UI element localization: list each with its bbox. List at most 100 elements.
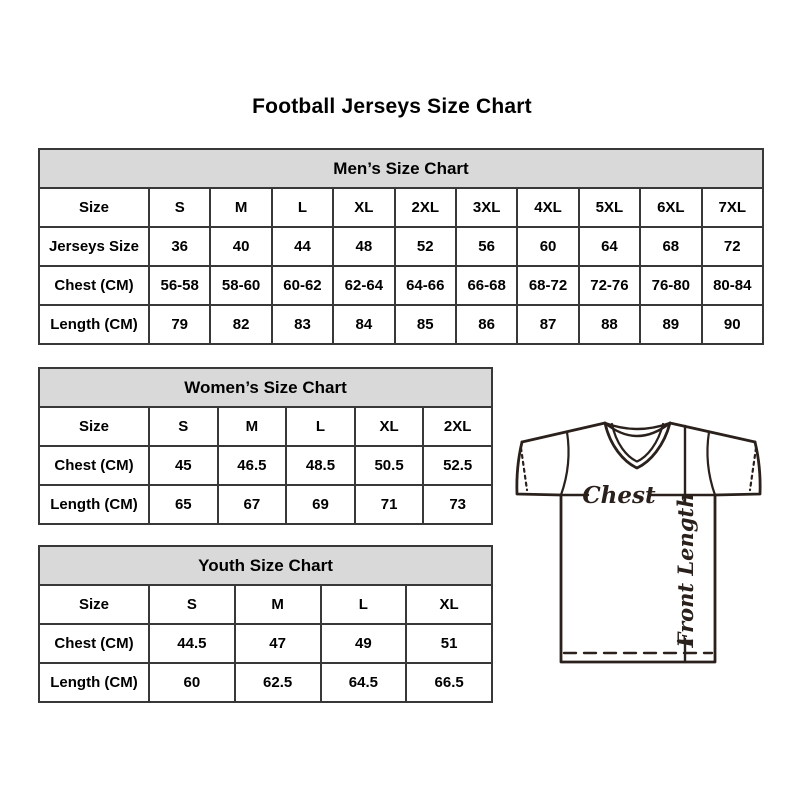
youth-table-row-1: Chest (CM) 44.5 47 49 51 — [38, 623, 493, 664]
youth-value-cell: L — [319, 584, 408, 625]
mens-value-cell: 62-64 — [332, 265, 396, 306]
womens-value-cell: L — [285, 406, 356, 447]
mens-value-cell: 64 — [577, 226, 642, 267]
womens-table-row-0: Size S M L XL 2XL — [38, 406, 493, 447]
jersey-left-cuff-dotted-line — [519, 446, 529, 492]
womens-value-cell: 48.5 — [285, 445, 356, 486]
mens-table-row-2: Chest (CM) 56-58 58-60 60-62 62-64 64-66 66-68… — [38, 265, 765, 306]
youth-value-cell: 49 — [319, 623, 408, 664]
mens-value-cell: 68-72 — [516, 265, 580, 306]
youth-value-cell: 47 — [233, 623, 322, 664]
youth-value-cell: 62.5 — [233, 662, 322, 703]
mens-value-cell: 68 — [639, 226, 703, 267]
mens-value-cell: 85 — [393, 304, 457, 345]
womens-value-cell: 73 — [422, 484, 493, 525]
jersey-collar-back-curve-1 — [603, 421, 672, 431]
youth-table-row-0: Size S M L XL — [38, 584, 493, 625]
front-length-label: Front Length — [673, 493, 698, 649]
womens-value-cell: 2XL — [422, 406, 493, 447]
youth-value-cell: 44.5 — [148, 623, 236, 664]
mens-value-cell: 60 — [516, 226, 580, 267]
womens-row-label: Chest (CM) — [38, 445, 150, 486]
mens-value-cell: 90 — [700, 304, 765, 345]
youth-value-cell: XL — [405, 584, 493, 625]
youth-size-table: Youth Size Chart Size S M L XL Chest (CM) 44.5… — [38, 545, 493, 703]
mens-value-cell: 60-62 — [270, 265, 335, 306]
youth-value-cell: 60 — [148, 662, 236, 703]
mens-table-row-0: Size S M L XL 2XL 3XL 4XL 5XL 6XL 7XL — [38, 187, 765, 228]
mens-value-cell: XL — [332, 187, 396, 228]
womens-value-cell: 71 — [353, 484, 425, 525]
jersey-right-shoulder — [668, 421, 757, 444]
mens-value-cell: 82 — [209, 304, 273, 345]
youth-value-cell: 51 — [405, 623, 493, 664]
mens-value-cell: 84 — [332, 304, 396, 345]
jersey-outline-drawing: Chest Front Length — [515, 421, 762, 664]
jersey-left-armhole-seam — [559, 430, 570, 497]
mens-value-cell: 52 — [393, 226, 457, 267]
mens-value-cell: 72 — [700, 226, 765, 267]
youth-table-row-2: Length (CM) 60 62.5 64.5 66.5 — [38, 662, 493, 703]
page-title: Football Jerseys Size Chart — [252, 95, 532, 118]
womens-row-label: Size — [38, 406, 150, 447]
mens-value-cell: 56 — [454, 226, 519, 267]
mens-value-cell: 7XL — [700, 187, 765, 228]
womens-size-table: Women’s Size Chart Size S M L XL 2XL Chest (CM… — [38, 367, 493, 525]
mens-value-cell: 48 — [332, 226, 396, 267]
womens-value-cell: 50.5 — [353, 445, 425, 486]
youth-value-cell: M — [233, 584, 322, 625]
mens-value-cell: 83 — [270, 304, 335, 345]
mens-row-label: Jerseys Size — [38, 226, 150, 267]
mens-value-cell: 44 — [270, 226, 335, 267]
mens-table-header-row: Men’s Size Chart — [38, 148, 764, 189]
womens-value-cell: 45 — [148, 445, 219, 486]
womens-value-cell: S — [148, 406, 219, 447]
mens-value-cell: 4XL — [516, 187, 580, 228]
mens-value-cell: 58-60 — [209, 265, 273, 306]
youth-row-label: Chest (CM) — [38, 623, 150, 664]
mens-value-cell: 6XL — [639, 187, 703, 228]
jersey-body-outline — [559, 493, 717, 664]
jersey-collar-back-curve-2 — [603, 421, 672, 438]
womens-value-cell: 65 — [148, 484, 219, 525]
mens-value-cell: 88 — [577, 304, 642, 345]
womens-value-cell: XL — [353, 406, 425, 447]
womens-value-cell: 67 — [216, 484, 288, 525]
mens-value-cell: 5XL — [577, 187, 642, 228]
youth-table-header: Youth Size Chart — [38, 545, 493, 586]
mens-value-cell: 66-68 — [454, 265, 519, 306]
mens-value-cell: M — [209, 187, 273, 228]
mens-table-row-1: Jerseys Size 36 40 44 48 52 56 60 64 68 72 — [38, 226, 765, 267]
mens-value-cell: 86 — [454, 304, 519, 345]
mens-value-cell: 79 — [147, 304, 212, 345]
mens-value-cell: 89 — [639, 304, 703, 345]
womens-value-cell: 69 — [285, 484, 356, 525]
jersey-measurement-diagram: Chest Front Length — [504, 402, 776, 687]
jersey-collar-v-inner — [610, 422, 665, 463]
mens-value-cell: 2XL — [393, 187, 457, 228]
mens-value-cell: 40 — [209, 226, 273, 267]
womens-table-header: Women’s Size Chart — [38, 367, 493, 408]
mens-row-label: Chest (CM) — [38, 265, 150, 306]
mens-value-cell: 3XL — [454, 187, 519, 228]
mens-value-cell: 56-58 — [147, 265, 212, 306]
youth-value-cell: S — [148, 584, 236, 625]
youth-row-label: Size — [38, 584, 150, 625]
jersey-right-armhole-seam — [706, 430, 717, 497]
mens-value-cell: L — [270, 187, 335, 228]
jersey-left-shoulder — [520, 421, 607, 444]
mens-table-row-3: Length (CM) 79 82 83 84 85 86 87 88 89 90 — [38, 304, 765, 345]
youth-value-cell: 66.5 — [405, 662, 493, 703]
mens-row-label: Length (CM) — [38, 304, 150, 345]
jersey-collar-v-outer — [603, 421, 672, 470]
mens-size-table: Men’s Size Chart Size S M L XL 2XL 3XL 4XL 5XL 6X… — [38, 148, 765, 345]
youth-row-label: Length (CM) — [38, 662, 150, 703]
womens-value-cell: M — [216, 406, 288, 447]
mens-value-cell: 76-80 — [639, 265, 703, 306]
mens-value-cell: 36 — [147, 226, 212, 267]
womens-row-label: Length (CM) — [38, 484, 150, 525]
jersey-right-cuff-dotted-line — [748, 446, 758, 492]
womens-table-header-row: Women’s Size Chart — [38, 367, 493, 408]
youth-value-cell: 64.5 — [319, 662, 408, 703]
